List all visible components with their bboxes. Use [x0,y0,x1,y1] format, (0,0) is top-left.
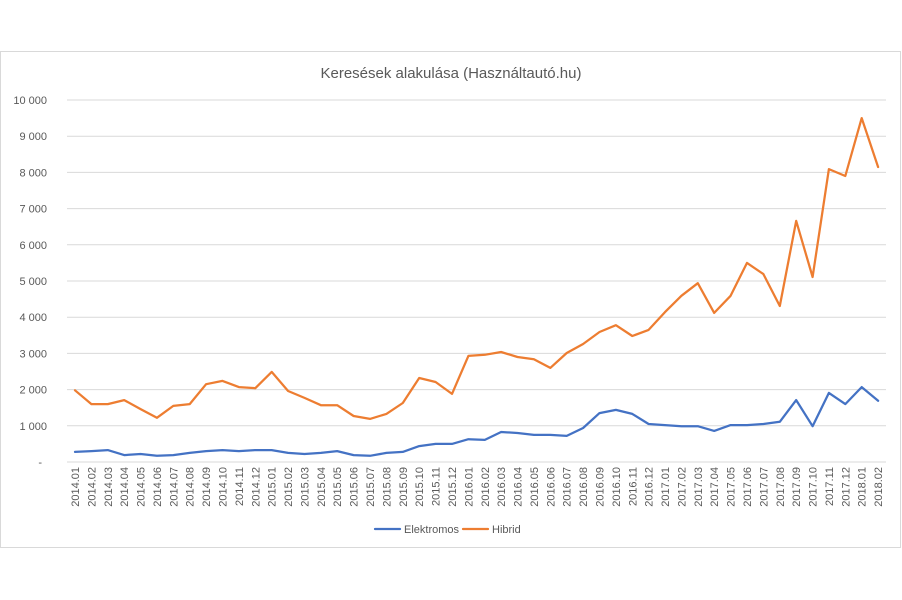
x-tick-label: 2014.12 [250,467,262,507]
y-tick-label: 9 000 [19,131,47,143]
x-tick-label: 2016.10 [611,467,623,507]
x-tick-label: 2016.11 [627,467,639,506]
legend: Elektromos Hibrid [373,524,521,536]
x-tick-label: 2014.05 [136,467,148,507]
y-axis-labels: - 1 000 2 000 3 000 4 000 5 000 6 000 7 000 8 00… [13,95,47,469]
x-tick-label: 2016.04 [513,467,525,507]
x-tick-label: 2016.06 [545,467,557,507]
x-tick-label: 2014.03 [103,467,115,507]
x-tick-label: 2017.07 [758,467,770,507]
legend-item-hibrid: Hibrid [461,524,521,536]
x-tick-label: 2015.12 [447,467,459,507]
x-tick-label: 2016.05 [529,467,541,507]
x-tick-label: 2015.05 [332,467,344,507]
y-tick-label: 2 000 [19,385,47,397]
x-tick-label: 2014.11 [234,467,246,506]
x-tick-label: 2015.07 [365,467,377,507]
x-tick-label: 2015.02 [283,467,295,507]
x-tick-label: 2015.10 [414,467,426,507]
x-tick-label: 2014.01 [70,467,82,507]
y-tick-label: 7 000 [19,204,47,216]
x-axis-labels: 2014.01 2014.02 2014.03 2014.04 2014.05 2014.… [70,467,885,507]
x-tick-label: 2015.04 [316,467,328,507]
x-tick-label: 2017.02 [676,467,688,507]
x-tick-label: 2016.07 [562,467,574,507]
x-tick-label: 2016.08 [578,467,590,507]
y-tick-label: 10 000 [13,95,47,107]
series-line-elektromos [73,385,880,457]
x-tick-label: 2014.04 [119,467,131,507]
x-tick-label: 2014.06 [152,467,164,507]
x-tick-label: 2017.11 [824,467,836,506]
x-tick-label: 2016.02 [480,467,492,507]
legend-label-elektromos: Elektromos [404,524,460,536]
chart-title: Keresések alakulása (Használtautó.hu) [321,65,582,82]
x-tick-label: 2017.01 [660,467,672,507]
y-tick-label: 8 000 [19,167,47,179]
y-tick-label: - [38,457,42,469]
series-lines [73,116,880,457]
x-tick-label: 2016.01 [463,467,475,507]
x-tick-label: 2015.08 [381,467,393,507]
legend-label-hibrid: Hibrid [492,524,521,536]
series-line-hibrid [73,116,880,421]
x-tick-label: 2017.10 [808,467,820,507]
x-tick-label: 2016.12 [644,467,656,507]
legend-item-elektromos: Elektromos [373,524,460,536]
chart-frame [0,51,901,548]
x-tick-label: 2014.08 [185,467,197,507]
y-tick-label: 1 000 [19,421,47,433]
x-tick-label: 2016.09 [594,467,606,507]
x-tick-label: 2018.01 [857,467,869,507]
x-tick-label: 2017.05 [726,467,738,507]
y-tick-label: 6 000 [19,240,47,252]
x-tick-label: 2017.03 [693,467,705,507]
x-tick-label: 2017.08 [775,467,787,507]
x-tick-label: 2017.04 [709,467,721,507]
y-tick-label: 5 000 [19,276,47,288]
x-tick-label: 2014.02 [86,467,98,507]
x-tick-label: 2017.06 [742,467,754,507]
x-tick-label: 2014.07 [168,467,180,507]
x-tick-label: 2014.10 [218,467,230,507]
x-tick-label: 2015.03 [299,467,311,507]
x-tick-label: 2015.01 [267,467,279,507]
x-tick-label: 2014.09 [201,467,213,507]
x-tick-label: 2018.02 [873,467,885,507]
y-tick-label: 3 000 [19,348,47,360]
x-tick-label: 2017.09 [791,467,803,507]
x-tick-label: 2017.12 [840,467,852,507]
x-tick-label: 2016.03 [496,467,508,507]
x-tick-label: 2015.09 [398,467,410,507]
gridlines [67,99,886,463]
x-tick-label: 2015.06 [349,467,361,507]
x-tick-label: 2015.11 [431,467,443,506]
y-tick-label: 4 000 [19,312,47,324]
